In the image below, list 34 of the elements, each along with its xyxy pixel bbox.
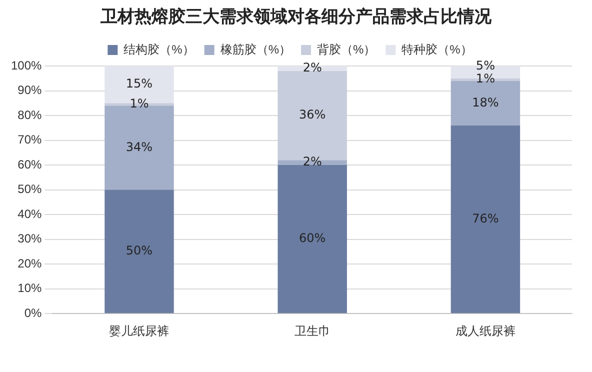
- y-tick-label: 50%: [18, 182, 42, 196]
- bar: [450, 125, 520, 314]
- data-label: 2%: [302, 154, 322, 169]
- y-tick-label: 80%: [18, 108, 42, 122]
- data-label: 50%: [126, 244, 153, 258]
- y-tick-label: 70%: [18, 132, 42, 147]
- y-tick-label: 60%: [18, 157, 42, 172]
- y-tick-label: 0%: [24, 306, 42, 320]
- legend-label: 结构胶（%）: [124, 42, 194, 56]
- data-label: 5%: [476, 58, 495, 73]
- x-tick-label: 婴儿纸尿裤: [109, 324, 170, 338]
- data-label: 2%: [302, 60, 322, 75]
- data-label: 18%: [472, 95, 499, 110]
- x-tick-label: 成人纸尿裤: [455, 324, 516, 338]
- data-label: 60%: [299, 231, 326, 246]
- data-label: 34%: [126, 140, 153, 154]
- y-tick-label: 40%: [18, 206, 42, 221]
- data-label: 36%: [299, 108, 326, 122]
- chart-title: 卫材热熔胶三大需求领域对各细分产品需求占比情况: [100, 6, 492, 29]
- y-tick-label: 90%: [18, 83, 42, 98]
- y-tick-label: 20%: [18, 256, 42, 270]
- bar: [278, 165, 347, 314]
- y-tick-label: 10%: [18, 281, 42, 296]
- y-tick-label: 30%: [18, 232, 42, 246]
- data-label: 15%: [126, 76, 153, 91]
- bar: [104, 190, 174, 314]
- y-tick-label: 100%: [10, 58, 42, 72]
- legend-label: 橡筋胶（%）: [220, 42, 291, 56]
- data-label: 1%: [130, 96, 149, 111]
- legend-label: 背胶（%）: [317, 42, 376, 56]
- legend-label: 特种胶（%）: [402, 42, 472, 56]
- data-label: 1%: [476, 72, 495, 86]
- x-tick-label: 卫生巾: [294, 324, 330, 338]
- data-label: 76%: [472, 211, 499, 226]
